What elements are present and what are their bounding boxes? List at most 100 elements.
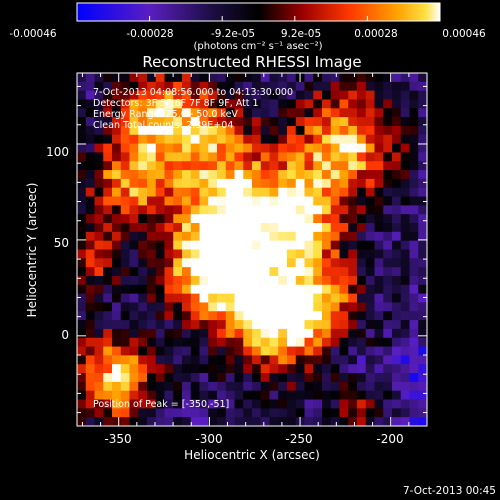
heatmap-cell (252, 205, 262, 215)
heatmap-cell (339, 214, 349, 224)
heatmap-cell (164, 125, 174, 136)
heatmap-cell (269, 320, 279, 330)
heatmap-cell (278, 337, 288, 347)
heatmap-cell (94, 143, 104, 153)
heatmap-cell (260, 161, 270, 171)
x-tick-label: -350 (104, 432, 131, 446)
heatmap-cell (208, 320, 218, 330)
heatmap-cell (208, 249, 218, 259)
heatmap-cell (260, 231, 270, 242)
heatmap-cell (103, 320, 113, 330)
heatmap-cell (138, 373, 148, 383)
heatmap-cell (295, 161, 305, 171)
heatmap-cell (330, 240, 340, 250)
heatmap-cell (77, 249, 87, 259)
heatmap-cell (182, 328, 192, 339)
heatmap-cell (182, 152, 192, 162)
heatmap-cell (217, 373, 227, 383)
heatmap-cell (164, 143, 174, 153)
heatmap-cell (304, 417, 314, 426)
heatmap-cell (348, 152, 358, 162)
heatmap-cell (234, 399, 244, 409)
heatmap-cell (217, 134, 227, 144)
heatmap-cell (392, 178, 402, 189)
heatmap-cell (269, 390, 279, 400)
heatmap-cell (348, 275, 358, 286)
heatmap-cell (225, 417, 235, 426)
heatmap-cell (409, 311, 419, 321)
heatmap-cell (112, 117, 122, 127)
heatmap-cell (322, 381, 332, 392)
heatmap-cell (199, 214, 209, 224)
heatmap-cell (155, 187, 165, 197)
heatmap-cell (190, 196, 200, 206)
heatmap-cell (85, 73, 95, 83)
heatmap-cell (313, 73, 323, 83)
heatmap-cell (199, 90, 209, 100)
heatmap-cell (243, 275, 253, 286)
heatmap-cell (199, 390, 209, 400)
heatmap-cell (243, 196, 253, 206)
heatmap-cell (129, 231, 139, 242)
heatmap-cell (383, 214, 393, 224)
heatmap-cell (330, 134, 340, 144)
heatmap-cell (287, 267, 297, 277)
heatmap-cell (365, 320, 375, 330)
heatmap-cell (77, 108, 87, 118)
heatmap-cell (418, 81, 427, 92)
heatmap-cell (322, 99, 332, 109)
heatmap-cell (400, 73, 410, 83)
heatmap-cell (348, 240, 358, 250)
heatmap-cell (147, 258, 157, 268)
heatmap-cell (85, 328, 95, 339)
heatmap-cell (252, 99, 262, 109)
heatmap-cell (173, 205, 183, 215)
heatmap-cell (225, 73, 235, 83)
heatmap-cell (173, 99, 183, 109)
heatmap-cell (339, 90, 349, 100)
heatmap-cell (138, 240, 148, 250)
heatmap-cell (357, 267, 367, 277)
heatmap-cell (85, 108, 95, 118)
heatmap-cell (199, 240, 209, 250)
heatmap-cell (365, 373, 375, 383)
heatmap-cell (313, 328, 323, 339)
heatmap-cell (208, 231, 218, 242)
heatmap-cell (409, 99, 419, 109)
heatmap-cell (278, 284, 288, 295)
heatmap-cell (129, 249, 139, 259)
heatmap-cell (374, 337, 384, 347)
heatmap-cell (190, 170, 200, 180)
colorbar (76, 2, 441, 22)
heatmap-cell (339, 293, 349, 303)
heatmap-cell (304, 196, 314, 206)
heatmap-cell (199, 364, 209, 374)
heatmap-cell (252, 417, 262, 426)
axis-ticks (77, 73, 428, 426)
heatmap-cell (129, 293, 139, 303)
heatmap-cell (199, 134, 209, 144)
heatmap-cell (295, 152, 305, 162)
heatmap-cell (217, 178, 227, 189)
heatmap-cell (304, 81, 314, 92)
heatmap-cell (330, 381, 340, 392)
heatmap-cell (400, 178, 410, 189)
heatmap-cell (129, 205, 139, 215)
heatmap-cell (94, 240, 104, 250)
heatmap-cell (269, 134, 279, 144)
heatmap-cell (304, 108, 314, 118)
heatmap-cell (182, 293, 192, 303)
heatmap-cell (409, 284, 419, 295)
heatmap-cell (147, 337, 157, 347)
heatmap-cell (278, 187, 288, 197)
heatmap-cell (225, 328, 235, 339)
heatmap-cell (155, 399, 165, 409)
heatmap-cell (313, 355, 323, 365)
heatmap-cell (234, 108, 244, 118)
heatmap-cell (234, 328, 244, 339)
heatmap-cell (348, 408, 358, 418)
peak-position-annotation: Position of Peak = [-350,-51] (93, 399, 229, 410)
heatmap-cell (374, 231, 384, 242)
heatmap-cell (304, 373, 314, 383)
heatmap-cell (339, 223, 349, 233)
